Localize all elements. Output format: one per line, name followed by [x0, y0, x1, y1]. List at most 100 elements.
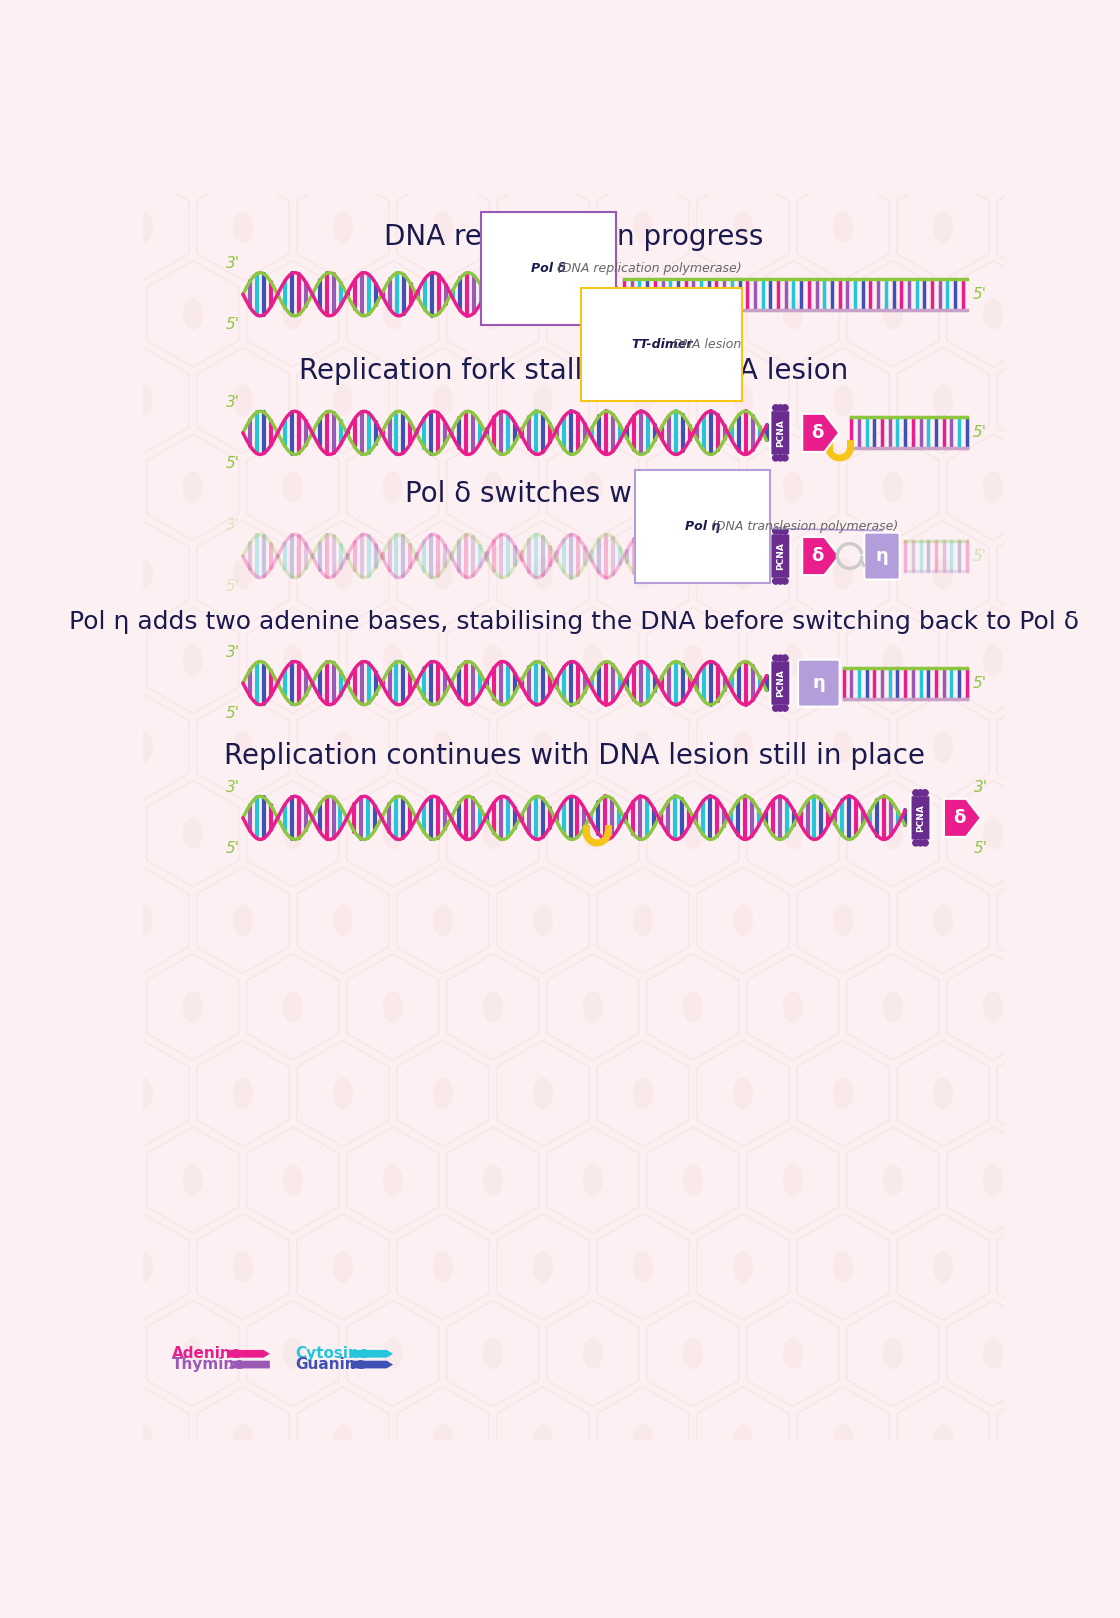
Ellipse shape: [833, 731, 853, 764]
Ellipse shape: [883, 990, 903, 1023]
Text: DNA lesion: DNA lesion: [672, 338, 740, 351]
Ellipse shape: [533, 212, 553, 243]
Text: 5': 5': [226, 456, 240, 471]
Text: Cytosine: Cytosine: [296, 1346, 370, 1361]
Ellipse shape: [432, 904, 452, 937]
Circle shape: [922, 840, 928, 846]
FancyBboxPatch shape: [771, 534, 791, 579]
Polygon shape: [588, 275, 625, 314]
Text: 5': 5': [226, 841, 240, 856]
Ellipse shape: [732, 385, 753, 416]
Ellipse shape: [32, 904, 53, 937]
Ellipse shape: [282, 298, 302, 330]
FancyBboxPatch shape: [771, 409, 791, 456]
Polygon shape: [802, 414, 839, 451]
Ellipse shape: [833, 212, 853, 243]
Ellipse shape: [732, 39, 753, 70]
Ellipse shape: [432, 385, 452, 416]
Ellipse shape: [483, 1511, 503, 1542]
Ellipse shape: [83, 125, 103, 157]
Ellipse shape: [732, 1424, 753, 1456]
Ellipse shape: [983, 644, 1004, 676]
Ellipse shape: [833, 904, 853, 937]
Polygon shape: [227, 1349, 270, 1358]
Ellipse shape: [883, 1165, 903, 1196]
Circle shape: [561, 316, 568, 322]
Ellipse shape: [582, 1511, 603, 1542]
Ellipse shape: [282, 125, 302, 157]
Ellipse shape: [132, 1251, 153, 1283]
Circle shape: [782, 527, 788, 534]
Ellipse shape: [1033, 385, 1053, 416]
Ellipse shape: [1033, 904, 1053, 937]
Ellipse shape: [883, 125, 903, 157]
Ellipse shape: [32, 558, 53, 589]
Text: Pol η: Pol η: [684, 521, 720, 534]
Ellipse shape: [983, 817, 1004, 849]
Ellipse shape: [483, 1338, 503, 1369]
Ellipse shape: [732, 731, 753, 764]
Text: 3': 3': [226, 646, 240, 660]
Ellipse shape: [533, 1424, 553, 1456]
Ellipse shape: [333, 39, 353, 70]
Text: 5': 5': [226, 317, 240, 332]
Ellipse shape: [883, 1338, 903, 1369]
Ellipse shape: [783, 990, 803, 1023]
Ellipse shape: [582, 817, 603, 849]
Ellipse shape: [383, 1165, 403, 1196]
Ellipse shape: [483, 990, 503, 1023]
Ellipse shape: [732, 558, 753, 589]
Ellipse shape: [582, 471, 603, 503]
Circle shape: [777, 655, 784, 662]
Ellipse shape: [683, 298, 703, 330]
FancyBboxPatch shape: [554, 272, 575, 317]
Text: 3': 3': [226, 780, 240, 794]
Ellipse shape: [1033, 39, 1053, 70]
Ellipse shape: [432, 1251, 452, 1283]
Ellipse shape: [183, 125, 203, 157]
Ellipse shape: [683, 817, 703, 849]
Ellipse shape: [933, 212, 953, 243]
Ellipse shape: [683, 644, 703, 676]
Ellipse shape: [233, 731, 253, 764]
Ellipse shape: [282, 817, 302, 849]
Ellipse shape: [683, 1511, 703, 1542]
Text: Pol δ switches with Pol η: Pol δ switches with Pol η: [404, 481, 744, 508]
Text: 5': 5': [973, 426, 987, 440]
Ellipse shape: [483, 817, 503, 849]
Text: 5': 5': [973, 676, 987, 691]
Ellipse shape: [732, 1078, 753, 1110]
Ellipse shape: [233, 39, 253, 70]
Ellipse shape: [533, 731, 553, 764]
Ellipse shape: [83, 644, 103, 676]
Ellipse shape: [1033, 212, 1053, 243]
Ellipse shape: [333, 1424, 353, 1456]
Ellipse shape: [933, 558, 953, 589]
Ellipse shape: [32, 1424, 53, 1456]
Text: Pol δ: Pol δ: [531, 262, 566, 275]
Ellipse shape: [432, 731, 452, 764]
Ellipse shape: [633, 904, 653, 937]
Ellipse shape: [32, 1251, 53, 1283]
Ellipse shape: [432, 1078, 452, 1110]
Ellipse shape: [483, 298, 503, 330]
Circle shape: [782, 455, 788, 461]
Ellipse shape: [432, 212, 452, 243]
FancyBboxPatch shape: [865, 532, 899, 579]
Circle shape: [557, 265, 563, 272]
Ellipse shape: [282, 990, 302, 1023]
Text: (DNA replication polymerase): (DNA replication polymerase): [558, 262, 743, 275]
Ellipse shape: [983, 1338, 1004, 1369]
Ellipse shape: [783, 471, 803, 503]
Ellipse shape: [633, 39, 653, 70]
Text: 5': 5': [973, 841, 988, 856]
Text: 5': 5': [226, 705, 240, 722]
Circle shape: [567, 265, 572, 272]
Ellipse shape: [282, 1165, 302, 1196]
Circle shape: [782, 705, 788, 712]
Ellipse shape: [132, 904, 153, 937]
Polygon shape: [351, 1349, 393, 1358]
Ellipse shape: [483, 471, 503, 503]
Ellipse shape: [183, 1338, 203, 1369]
Ellipse shape: [132, 1424, 153, 1456]
